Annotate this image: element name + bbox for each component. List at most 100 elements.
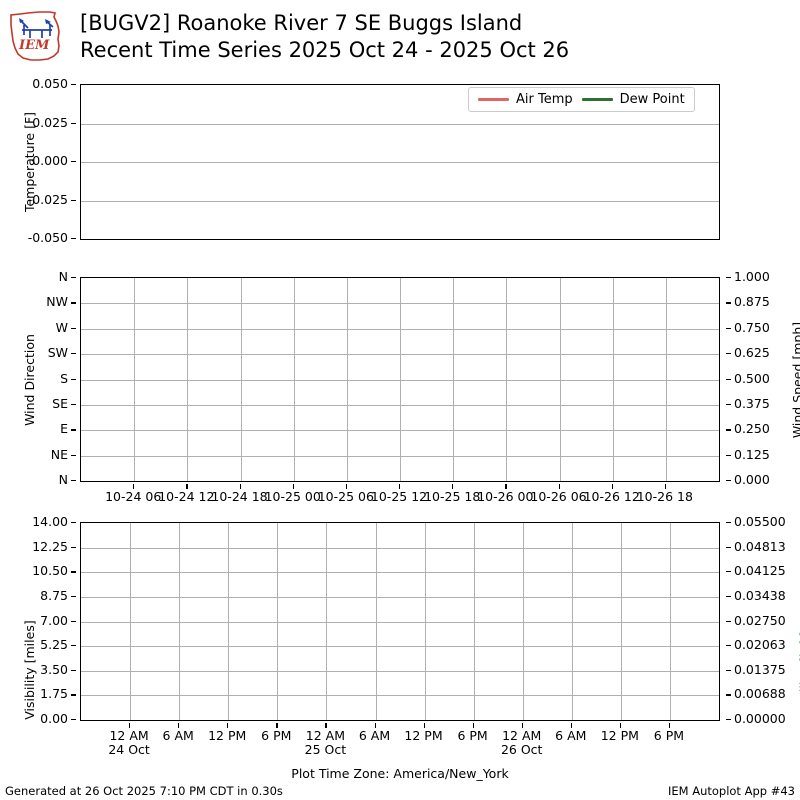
- axis-tick-label: 0.00688: [734, 686, 786, 702]
- gridline: [81, 646, 719, 648]
- axis-tick-mark: [71, 669, 76, 672]
- gridline: [669, 523, 671, 720]
- axis-tick-label: 0.125: [734, 446, 770, 462]
- axis-tick-label: SE: [52, 395, 68, 411]
- axis-tick-label: S: [60, 370, 68, 386]
- gridline: [326, 523, 328, 720]
- axis-tick-label: 10.50: [32, 563, 68, 579]
- axis-tick-label: 12.25: [32, 538, 68, 554]
- axis-tick-label: 3.50: [40, 661, 68, 677]
- axis-tick-label: NE: [50, 446, 68, 462]
- gridline: [81, 200, 719, 202]
- axis-tick-label: 0.500: [734, 370, 770, 386]
- axis-tick-label: N: [58, 269, 68, 284]
- axis-tick-mark: [726, 429, 731, 431]
- axis-tick-mark: [71, 571, 76, 573]
- axis-tick-mark: [71, 454, 76, 456]
- axis-tick-mark: [178, 723, 180, 728]
- axis-tick-mark: [71, 546, 76, 548]
- temperature-legend[interactable]: Air Temp Dew Point: [468, 87, 695, 112]
- page-title: [BUGV2] Roanoke River 7 SE Buggs Island …: [80, 10, 780, 64]
- axis-tick-mark: [726, 327, 731, 330]
- axis-tick-mark: [726, 403, 731, 406]
- legend-label-air-temp: Air Temp: [516, 91, 573, 107]
- axis-tick-mark: [345, 484, 348, 489]
- axis-tick-label: 0.02750: [734, 612, 786, 628]
- axis-tick-label: 10-25 18: [424, 489, 481, 504]
- gridline: [612, 278, 614, 481]
- axis-tick-label: 10-25 12: [370, 489, 428, 504]
- wind-x-axis: 10-24 06 10-24 12 10-24 18 10-25 00 10-25 06…: [80, 484, 720, 504]
- axis-tick-mark: [71, 522, 76, 524]
- axis-tick-label: 6 AM: [359, 729, 390, 743]
- axis-tick-time: 12 PM: [600, 728, 639, 743]
- gridline: [130, 523, 132, 720]
- axis-tick-label: 10-24 06: [105, 489, 162, 504]
- axis-tick-time: 6 AM: [555, 728, 587, 743]
- axis-tick-mark: [71, 199, 76, 201]
- axis-tick-mark: [558, 484, 560, 489]
- axis-tick-mark: [726, 719, 731, 721]
- axis-tick-label: 10-25 06: [317, 489, 374, 504]
- axis-tick-label: 6 AM: [555, 729, 586, 743]
- axis-tick-mark: [726, 669, 731, 672]
- axis-tick-mark: [71, 122, 76, 124]
- axis-tick-label: 6 PM: [654, 729, 684, 743]
- axis-tick-label: 12 AM 26 Oct: [501, 729, 543, 757]
- axis-tick-mark: [71, 403, 76, 406]
- axis-tick-mark: [325, 723, 327, 728]
- axis-tick-label: 0.625: [734, 345, 770, 361]
- wind-direction-y-axis: N NW W SW S SE E NE N: [0, 270, 76, 486]
- axis-tick-label: 6 PM: [261, 729, 291, 743]
- legend-entry-air-temp[interactable]: Air Temp: [478, 91, 573, 107]
- axis-tick-mark: [726, 645, 731, 647]
- wind-direction-y-axis-title: Wind Direction: [22, 334, 37, 426]
- axis-tick-label: N: [58, 472, 68, 487]
- axis-tick-label: 12 AM 25 Oct: [305, 729, 347, 757]
- axis-tick-mark: [71, 277, 76, 279]
- axis-tick-label: 12 PM: [404, 729, 442, 743]
- axis-tick-mark: [71, 84, 76, 86]
- gridline: [187, 278, 189, 481]
- axis-tick-label: 12 AM 24 Oct: [108, 729, 150, 757]
- axis-tick-mark: [133, 484, 135, 489]
- temperature-y-axis: 0.050 0.025 0.000 -0.025 -0.050: [0, 77, 76, 244]
- gridline: [453, 278, 455, 481]
- axis-tick-label: 0.000: [32, 153, 68, 168]
- axis-tick-label: 10-24 18: [211, 489, 268, 504]
- gridline: [81, 123, 719, 125]
- axis-tick-label: 5.25: [40, 637, 68, 653]
- gridline: [179, 523, 181, 720]
- gridline: [81, 547, 719, 549]
- temperature-y-axis-title: Temperature [F]: [22, 111, 37, 213]
- axis-tick-label: 0.875: [734, 294, 770, 310]
- visibility-x-axis: 12 AM 24 Oct 6 AM 12 PM 6 PM 12 AM 25 Oct 6 AM 1…: [80, 723, 720, 757]
- gridline: [277, 523, 279, 720]
- air-temp-color-swatch: [478, 98, 509, 101]
- gridline: [81, 695, 719, 697]
- axis-tick-mark: [276, 723, 278, 728]
- gridline: [81, 621, 719, 623]
- axis-tick-label: 0.00000: [734, 711, 786, 726]
- axis-tick-time: 6 AM: [162, 728, 194, 743]
- temperature-gridlines: [81, 85, 719, 239]
- axis-tick-label: -0.025: [27, 191, 68, 207]
- overcast-ceiling-y-axis: 0.05500 0.04813 0.04125 0.03438 0.02750 0.020…: [726, 515, 792, 725]
- gridline: [228, 523, 230, 720]
- gridline: [473, 523, 475, 720]
- axis-tick-mark: [521, 723, 523, 728]
- axis-tick-mark: [726, 454, 731, 456]
- axis-tick-mark: [71, 378, 76, 380]
- axis-tick-label: W: [55, 319, 68, 335]
- gridline: [375, 523, 377, 720]
- axis-tick-mark: [726, 595, 731, 598]
- axis-tick-mark: [71, 238, 76, 240]
- axis-tick-label: 6 PM: [457, 729, 487, 743]
- dew-point-color-swatch: [581, 98, 613, 101]
- legend-entry-dew-point[interactable]: Dew Point: [581, 92, 685, 107]
- axis-tick-label: 10-24 12: [158, 489, 215, 504]
- axis-tick-label: 10-26 12: [583, 489, 640, 504]
- axis-tick-mark: [726, 522, 731, 524]
- axis-tick-label: 0.05500: [734, 514, 786, 529]
- axis-tick-mark: [619, 723, 622, 728]
